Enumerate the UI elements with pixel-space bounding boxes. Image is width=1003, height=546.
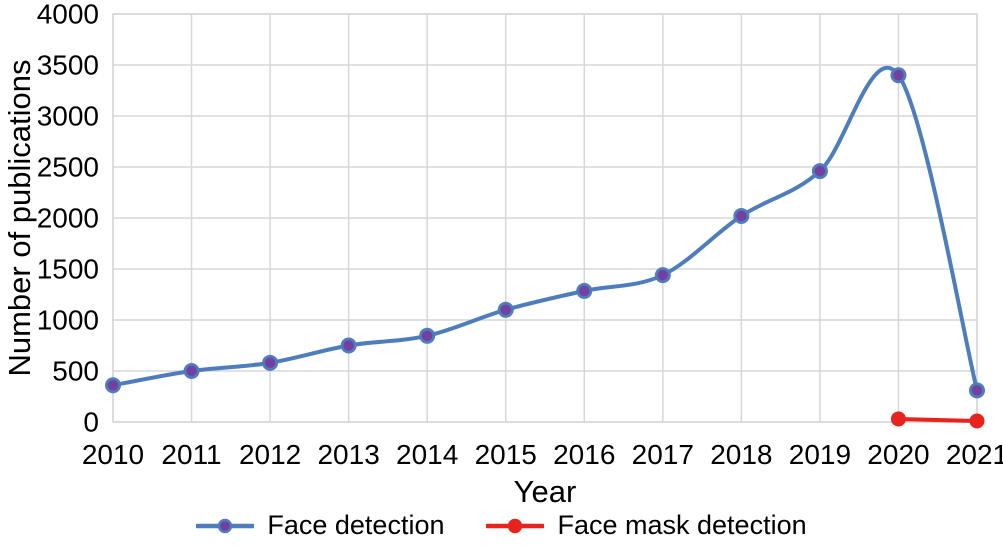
y-axis-tick-label: 4000	[37, 0, 99, 30]
series-line-1	[896, 416, 979, 423]
x-axis-tick-label: 2012	[239, 439, 301, 470]
data-point-1	[890, 411, 906, 427]
x-axis-tick-label: 2018	[710, 439, 772, 470]
x-axis-tick-label: 2015	[475, 439, 537, 470]
x-axis-tick-label: 2016	[553, 439, 615, 470]
data-point-0	[421, 330, 433, 342]
data-point-0	[500, 304, 511, 315]
x-axis-title: Year	[514, 474, 577, 505]
y-axis-tick-label: 2000	[37, 203, 99, 234]
face-mask-detection-line-marker-icon	[486, 518, 545, 533]
legend-item-face-mask-detection: Face mask detection	[486, 510, 807, 541]
chart-legend: Face detection Face mask detection	[0, 505, 1003, 546]
y-axis-tick-label: 1500	[37, 254, 99, 285]
y-axis-tick-label: 0	[83, 407, 99, 438]
x-axis-tick-label: 2011	[161, 439, 221, 470]
data-point-0	[657, 269, 669, 281]
y-axis-tick-label: 3500	[37, 50, 99, 81]
x-axis-tick-label: 2019	[789, 439, 851, 470]
data-point-0	[579, 285, 590, 297]
x-axis-tick-label: 2017	[632, 439, 694, 470]
legend-label-face-mask-detection: Face mask detection	[557, 510, 807, 540]
data-point-1	[969, 413, 985, 429]
y-axis-tick-label: 2500	[37, 152, 99, 183]
legend-item-face-detection: Face detection	[196, 510, 444, 541]
x-axis-tick-label: 2014	[396, 439, 458, 470]
plot-border	[112, 13, 978, 423]
x-axis-tick-label: 2013	[317, 439, 379, 470]
x-axis-tick-label: 2010	[82, 439, 144, 470]
data-point-0	[893, 70, 904, 81]
data-point-0	[736, 210, 747, 222]
y-axis-tick-label: 500	[52, 356, 99, 387]
x-axis-tick-label: 2021	[946, 439, 1003, 470]
data-point-0	[971, 385, 983, 396]
data-point-0	[107, 380, 119, 391]
data-point-0	[186, 365, 197, 377]
data-point-0	[343, 340, 354, 351]
plot-area: 0 500 1000 1500 2000 2500 3000 3500 4000 2010 2011…	[2, 0, 1003, 505]
y-axis-tick-label: 1000	[37, 305, 99, 336]
y-axis-title: Number of publications	[2, 59, 37, 376]
face-detection-line-marker-icon	[196, 518, 255, 533]
data-point-0	[264, 357, 276, 369]
x-axis-tick-label: 2020	[867, 439, 929, 470]
y-axis-tick-label: 3000	[37, 101, 99, 132]
data-point-0	[814, 165, 826, 177]
legend-label-face-detection: Face detection	[267, 510, 445, 540]
